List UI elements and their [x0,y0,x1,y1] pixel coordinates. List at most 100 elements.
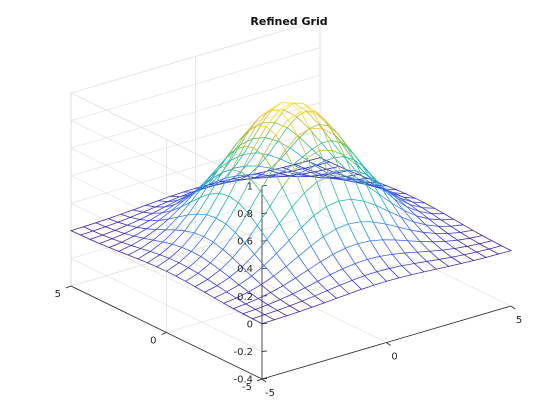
mesh-segment [305,110,317,113]
mesh-segment [421,207,436,209]
mesh-segment [281,169,296,188]
mesh-segment [164,204,175,208]
mesh-segment [333,156,345,159]
mesh-segment [352,159,364,167]
mesh-segment [388,210,402,218]
mesh-segment [292,164,306,171]
mesh-segment [225,202,239,225]
mesh-segment [407,240,421,242]
mesh-segment [360,221,371,242]
mesh-segment [501,245,512,251]
mesh-segment [196,193,211,215]
mesh-segment [383,188,397,191]
mesh-segment [149,212,163,221]
mesh-segment [193,214,208,234]
mesh-segment [105,221,119,228]
mesh-segment [291,206,302,228]
mesh-segment [327,170,338,174]
mesh-segment [184,213,198,232]
mesh-segment [413,221,424,233]
mesh-segment [317,172,328,176]
mesh-segment [263,265,275,277]
mesh-segment [453,218,464,226]
mesh-segment [438,256,453,260]
mesh-segment [289,305,300,313]
mesh-segment [294,157,308,171]
mesh-segment [425,224,439,227]
mesh-segment [157,195,172,202]
mesh-segment [316,181,327,207]
mesh-segment [258,165,272,169]
mesh-segment [391,252,406,255]
mesh-segment [432,241,443,251]
mesh-segment [248,291,259,299]
mesh-segment [332,247,346,255]
mesh-segment [252,318,263,324]
mesh-segment [120,213,131,218]
mesh-surface [70,102,512,324]
mesh-segment [215,195,230,219]
mesh-segment [149,251,161,256]
mesh-segment [354,258,368,265]
mesh-segment [293,102,304,104]
mesh-segment [275,119,289,136]
mesh-segment [181,246,192,252]
mesh-segment [418,211,433,215]
mesh-segment [332,177,344,181]
mesh-segment [180,201,191,208]
mesh-segment [355,170,367,175]
mesh-segment [391,202,402,218]
mesh-segment [149,241,164,252]
mesh-segment [243,125,257,147]
mesh-segment [229,276,240,286]
mesh-segment [488,248,499,255]
x-tick-mark [510,305,516,310]
mesh-segment [469,237,480,245]
mesh-segment [118,250,129,256]
mesh-segment [303,192,315,217]
mesh-segment [196,213,208,216]
mesh-segment [472,229,483,237]
z-tick-mark [261,378,268,380]
mesh-segment [422,231,433,243]
mesh-segment [438,259,450,267]
mesh-segment [269,186,283,207]
mesh-segment [171,206,182,212]
axes-box [65,185,516,383]
mesh-segment [256,225,268,240]
mesh-segment [194,278,209,288]
mesh-segment [405,193,416,199]
mesh-segment [170,191,184,197]
mesh-segment [264,314,275,321]
mesh-segment [435,265,450,270]
mesh-segment [329,274,341,286]
mesh-segment [413,261,428,264]
mesh-segment [479,243,490,250]
mesh-segment [222,232,236,250]
mesh-segment [295,170,306,175]
mesh-segment [481,235,493,242]
mesh-segment [399,197,411,205]
z-tick-label: -0.2 [233,347,253,358]
mesh-segment [270,158,282,169]
mesh-segment [152,239,164,243]
mesh-segment [415,215,427,226]
mesh-segment [322,128,336,136]
mesh-segment [158,210,172,221]
mesh-segment [216,285,228,293]
mesh-segment [404,251,418,254]
mesh-segment [136,227,147,230]
mesh-segment [240,171,252,180]
mesh-segment [397,226,409,242]
mesh-segment [322,128,333,151]
mesh-segment [114,224,128,231]
mesh-segment [129,211,144,218]
mesh-segment [89,238,101,244]
mesh-segment [372,221,384,241]
mesh-segment [314,295,325,304]
z-tick-label: 0.8 [237,209,253,220]
mesh-segment [329,161,340,167]
mesh-segment [213,291,228,299]
mesh-segment [469,235,483,239]
mesh-segment [354,177,369,181]
